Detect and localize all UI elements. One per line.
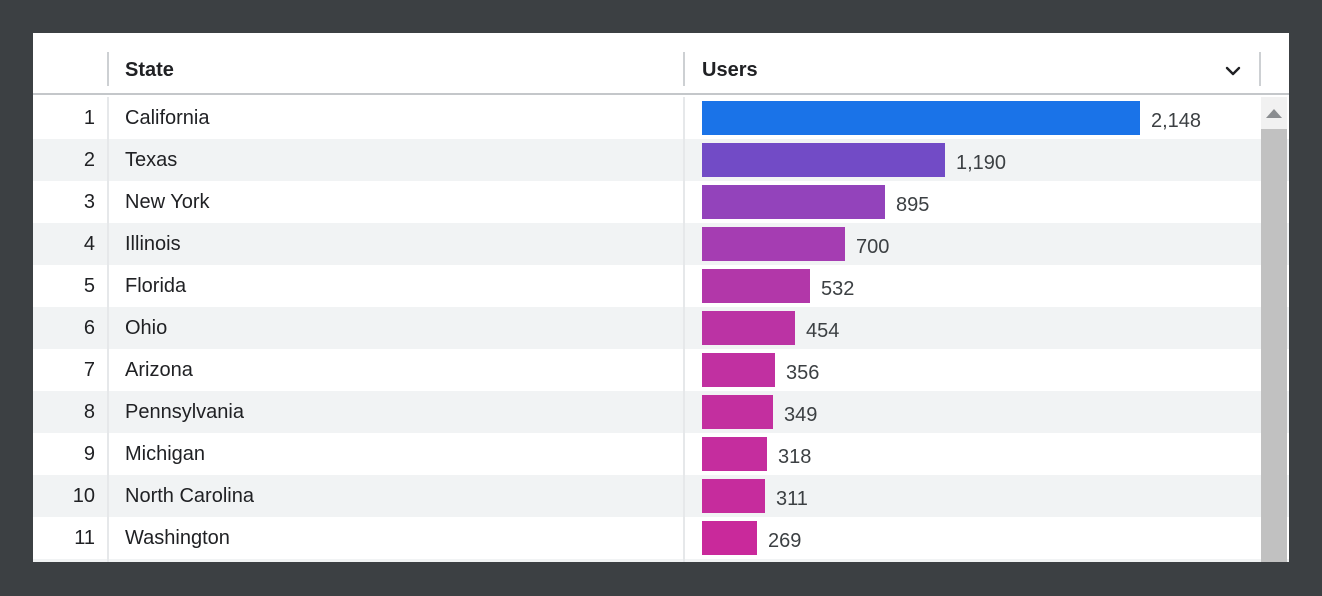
users-value: 349 [784, 403, 818, 426]
state-name: California [125, 106, 210, 129]
table-row[interactable]: 2 Texas 1,190 [33, 139, 1289, 181]
row-index: 11 [74, 526, 95, 549]
table-row[interactable]: 5 Florida 532 [33, 265, 1289, 307]
table-row[interactable]: 8 Pennsylvania 349 [33, 391, 1289, 433]
users-value: 1,190 [956, 151, 1007, 174]
table-body: 1 California 2,148 2 Texas 1,190 3 New Y… [33, 97, 1289, 562]
scrollbar-up-button[interactable] [1261, 97, 1287, 129]
users-value: 269 [768, 529, 802, 552]
table-row[interactable]: 9 Michigan 318 [33, 433, 1289, 475]
clipped-next-row [33, 559, 1289, 562]
triangle-up-icon [1266, 108, 1282, 118]
table-row[interactable]: 3 New York 895 [33, 181, 1289, 223]
table-row[interactable]: 4 Illinois 700 [33, 223, 1289, 265]
users-value: 895 [896, 193, 930, 216]
users-cell: 700 [683, 227, 1289, 261]
column-divider [683, 97, 685, 562]
users-cell: 1,190 [683, 143, 1289, 177]
users-cell: 2,148 [683, 101, 1289, 135]
header-column-divider [1259, 52, 1261, 86]
users-bar [702, 437, 767, 471]
state-name: Illinois [125, 232, 181, 255]
row-index: 9 [83, 442, 95, 465]
users-cell: 532 [683, 269, 1289, 303]
users-bar [702, 227, 845, 261]
table-header: State Users [33, 33, 1289, 95]
users-bar [702, 143, 945, 177]
users-cell: 269 [683, 521, 1289, 555]
users-value: 318 [778, 445, 812, 468]
state-name: Washington [125, 526, 230, 549]
users-cell: 356 [683, 353, 1289, 387]
users-bar [702, 269, 810, 303]
table-row[interactable]: 1 California 2,148 [33, 97, 1289, 139]
state-name: New York [125, 190, 210, 213]
row-index: 6 [83, 316, 95, 339]
users-bar [702, 101, 1140, 135]
header-column-divider [683, 52, 685, 86]
users-cell: 311 [683, 479, 1289, 513]
users-value: 454 [806, 319, 840, 342]
header-column-divider [107, 52, 109, 86]
state-column-header[interactable]: State [125, 59, 174, 81]
users-value: 311 [776, 487, 808, 510]
state-name: Michigan [125, 442, 206, 465]
chevron-down-icon[interactable] [1221, 59, 1245, 83]
row-index: 8 [83, 400, 95, 423]
row-index: 7 [83, 358, 95, 381]
users-bar [702, 521, 757, 555]
state-name: Texas [125, 148, 178, 171]
users-cell: 349 [683, 395, 1289, 429]
users-bar [702, 395, 773, 429]
users-cell: 318 [683, 437, 1289, 471]
state-name: Ohio [125, 316, 168, 339]
table-row[interactable]: 6 Ohio 454 [33, 307, 1289, 349]
users-value: 532 [821, 277, 855, 300]
users-value: 356 [786, 361, 820, 384]
users-value: 700 [856, 235, 890, 258]
users-bar [702, 479, 765, 513]
row-index: 5 [83, 274, 95, 297]
vertical-scrollbar[interactable] [1261, 97, 1287, 562]
table-row[interactable]: 10 North Carolina 311 [33, 475, 1289, 517]
state-name: Arizona [125, 358, 193, 381]
table-rows: 1 California 2,148 2 Texas 1,190 3 New Y… [33, 97, 1289, 559]
row-index: 10 [72, 484, 95, 507]
scrollbar-thumb[interactable] [1261, 129, 1287, 562]
row-index: 2 [83, 148, 95, 171]
row-index: 3 [83, 190, 95, 213]
users-cell: 454 [683, 311, 1289, 345]
state-name: Florida [125, 274, 187, 297]
table-row[interactable]: 7 Arizona 356 [33, 349, 1289, 391]
row-index: 1 [83, 106, 95, 129]
users-value: 2,148 [1151, 109, 1202, 132]
table-row[interactable]: 11 Washington 269 [33, 517, 1289, 559]
column-divider [107, 97, 109, 562]
state-name: Pennsylvania [125, 400, 244, 423]
users-bar [702, 311, 795, 345]
users-cell: 895 [683, 185, 1289, 219]
users-column-header[interactable]: Users [702, 59, 758, 81]
row-index: 4 [83, 232, 95, 255]
users-bar [702, 353, 775, 387]
state-name: North Carolina [125, 484, 254, 507]
users-by-state-table-card: State Users 1 California 2,148 2 Texas 1… [33, 33, 1289, 562]
users-bar [702, 185, 885, 219]
